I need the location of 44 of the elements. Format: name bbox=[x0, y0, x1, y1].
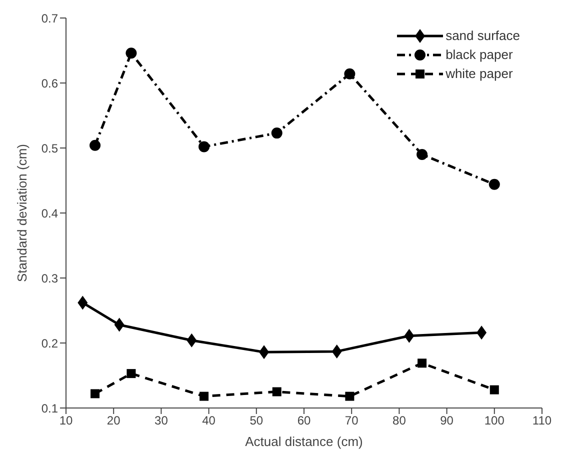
x-tick-label: 80 bbox=[392, 414, 406, 428]
point bbox=[404, 328, 414, 343]
point bbox=[332, 344, 342, 358]
x-tick-label: 10 bbox=[59, 414, 73, 428]
legend-label: sand surface bbox=[446, 28, 520, 43]
point bbox=[90, 389, 100, 398]
x-tick-label: 70 bbox=[344, 414, 359, 428]
x-tick-label: 110 bbox=[532, 414, 552, 428]
legend-label: black paper bbox=[446, 47, 513, 62]
point bbox=[416, 149, 428, 160]
point bbox=[271, 128, 282, 139]
point bbox=[272, 387, 282, 396]
point bbox=[78, 296, 88, 310]
y-tick-label: 0.2 bbox=[41, 336, 58, 350]
y-tick-label: 0.4 bbox=[41, 206, 58, 220]
y-tick-label: 0.1 bbox=[41, 401, 58, 416]
x-tick-label: 40 bbox=[202, 414, 216, 428]
point bbox=[90, 140, 101, 151]
point bbox=[259, 345, 270, 360]
y-tick-label: 0.6 bbox=[41, 76, 58, 90]
point bbox=[200, 392, 209, 401]
x-tick-label: 50 bbox=[250, 414, 264, 428]
point bbox=[126, 369, 136, 378]
x-axis-title: Actual distance (cm) bbox=[245, 434, 363, 449]
point bbox=[490, 385, 499, 394]
x-tick-label: 100 bbox=[484, 414, 505, 428]
x-tick-label: 90 bbox=[440, 414, 454, 428]
y-axis-title: Standard deviation (cm) bbox=[14, 144, 30, 282]
y-tick-label: 0.3 bbox=[41, 271, 58, 286]
y-tick-label: 0.7 bbox=[41, 11, 58, 26]
point bbox=[126, 48, 137, 59]
point bbox=[488, 178, 500, 190]
x-tick-label: 30 bbox=[154, 414, 168, 428]
point bbox=[345, 392, 354, 401]
point bbox=[418, 358, 427, 368]
point bbox=[114, 318, 124, 332]
x-tick-label: 60 bbox=[297, 414, 311, 428]
legend-label: white paper bbox=[446, 66, 513, 81]
y-tick-label: 0.5 bbox=[41, 141, 58, 156]
point bbox=[344, 68, 356, 80]
point bbox=[186, 333, 197, 348]
x-tick-label: 20 bbox=[106, 414, 121, 428]
point bbox=[198, 141, 210, 152]
point bbox=[476, 326, 487, 340]
